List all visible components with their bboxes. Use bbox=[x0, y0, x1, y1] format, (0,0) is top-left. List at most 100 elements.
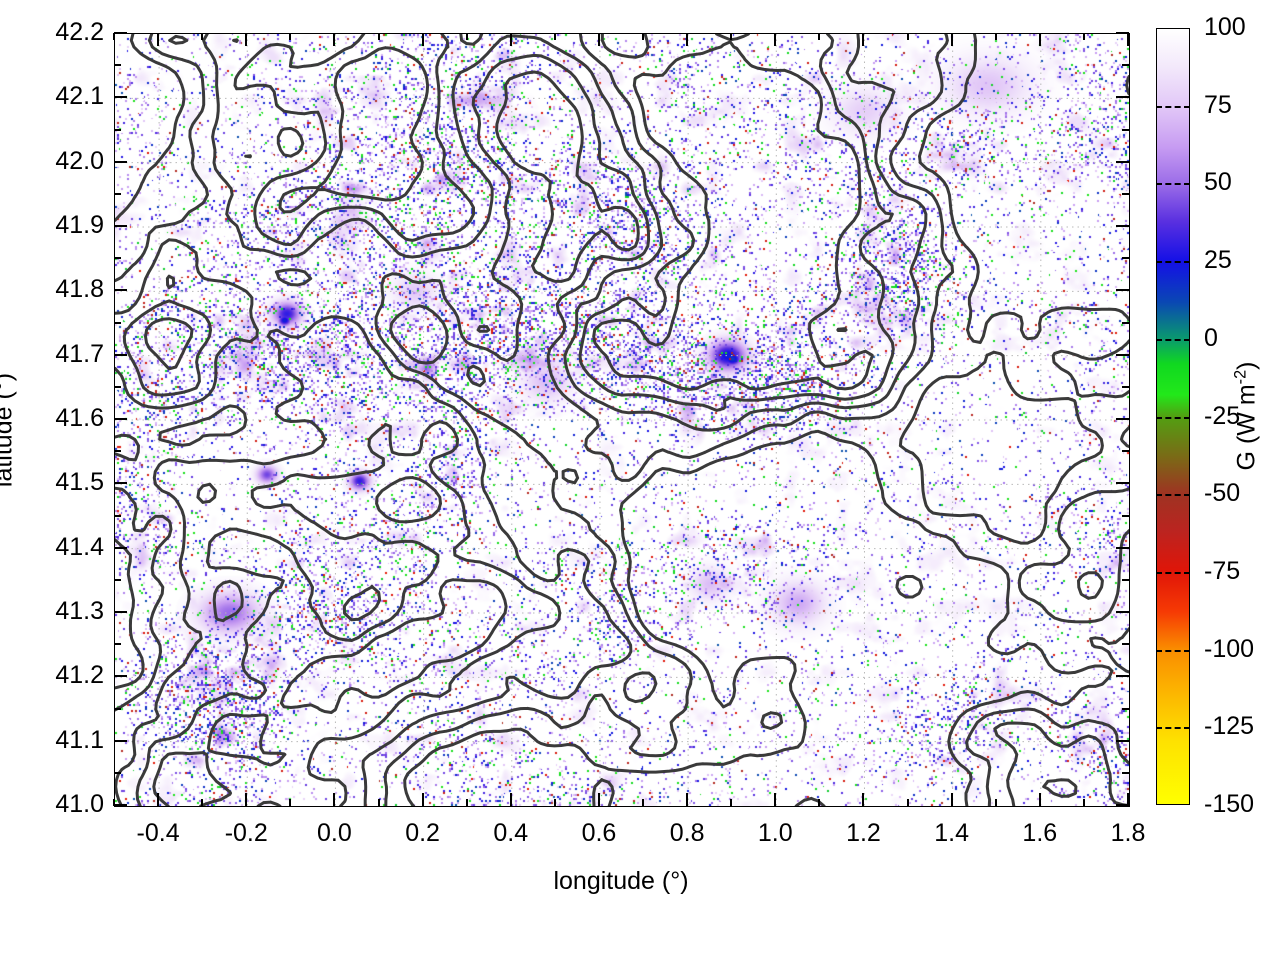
x-tick-label: -0.2 bbox=[224, 819, 268, 847]
colorbar-tick-label: 75 bbox=[1204, 90, 1232, 119]
x-tick-label: 1.2 bbox=[846, 819, 881, 847]
colorbar-tick-mark bbox=[1156, 416, 1190, 419]
y-tick-label: 41.5 bbox=[55, 468, 104, 497]
y-minor-tick bbox=[114, 771, 121, 774]
x-tick-mark bbox=[1038, 793, 1041, 806]
y-tick-mark-right bbox=[1116, 611, 1129, 613]
colorbar-tick-mark bbox=[1156, 727, 1190, 730]
y-minor-tick bbox=[114, 578, 121, 581]
x-minor-tick-top bbox=[730, 33, 733, 40]
x-tick-mark-top bbox=[597, 33, 600, 46]
y-tick-label: 41.1 bbox=[55, 725, 104, 754]
y-tick-mark-right bbox=[1116, 804, 1129, 806]
colorbar-tick-label: 25 bbox=[1204, 246, 1232, 275]
y-tick-label: 41.9 bbox=[55, 211, 104, 239]
y-minor-tick bbox=[114, 64, 121, 67]
y-tick-mark-right bbox=[1116, 675, 1129, 678]
y-minor-tick-right bbox=[1122, 514, 1129, 517]
y-tick-mark bbox=[114, 546, 127, 549]
x-tick-mark-top bbox=[1038, 33, 1041, 46]
y-tick-label: 41.2 bbox=[55, 661, 104, 690]
colorbar-title: G (W m-2) bbox=[1231, 326, 1261, 506]
x-minor-tick bbox=[818, 799, 821, 806]
y-minor-tick-right bbox=[1122, 192, 1129, 195]
x-minor-tick-top bbox=[201, 33, 204, 40]
colorbar-tick-label: -25 bbox=[1204, 401, 1241, 430]
colorbar-tick-mark bbox=[1156, 338, 1190, 341]
y-tick-mark bbox=[114, 160, 127, 163]
x-minor-tick-top bbox=[994, 33, 997, 40]
x-minor-tick bbox=[377, 799, 380, 806]
y-minor-tick bbox=[114, 128, 121, 131]
y-tick-mark-right bbox=[1116, 739, 1129, 742]
y-tick-mark-right bbox=[1116, 482, 1129, 485]
y-tick-label: 41.8 bbox=[55, 275, 104, 304]
y-minor-tick bbox=[114, 385, 121, 388]
y-axis-title: latitude (°) bbox=[0, 372, 18, 488]
x-minor-tick-top bbox=[113, 33, 115, 40]
colorbar-tick-label: -100 bbox=[1204, 634, 1255, 663]
colorbar-tick-label: 50 bbox=[1204, 168, 1232, 197]
x-minor-tick bbox=[553, 799, 556, 806]
x-minor-tick bbox=[113, 799, 115, 806]
y-minor-tick bbox=[114, 707, 121, 710]
x-minor-tick-top bbox=[818, 33, 821, 40]
x-minor-tick-top bbox=[465, 33, 468, 40]
y-tick-label: 42.1 bbox=[55, 82, 104, 111]
x-tick-mark bbox=[509, 793, 512, 806]
colorbar-title-close: ) bbox=[1232, 361, 1261, 370]
y-tick-mark bbox=[114, 675, 127, 678]
y-tick-mark-right bbox=[1116, 160, 1129, 163]
colorbar-tick-mark bbox=[1156, 261, 1190, 264]
x-tick-mark-top bbox=[421, 33, 424, 46]
y-tick-label: 41.3 bbox=[55, 597, 104, 625]
y-tick-mark-right bbox=[1116, 418, 1129, 420]
y-minor-tick bbox=[114, 192, 121, 195]
y-tick-mark bbox=[114, 289, 127, 292]
x-tick-mark-top bbox=[862, 33, 865, 46]
x-tick-mark bbox=[245, 793, 248, 806]
y-tick-mark bbox=[114, 804, 127, 806]
y-tick-mark bbox=[114, 739, 127, 742]
y-tick-mark bbox=[114, 353, 127, 356]
y-minor-tick-right bbox=[1122, 643, 1129, 646]
colorbar-tick-label: -75 bbox=[1204, 556, 1241, 585]
y-tick-label: 42.2 bbox=[55, 18, 104, 46]
x-tick-mark-top bbox=[245, 33, 248, 46]
y-tick-mark-right bbox=[1116, 546, 1129, 549]
x-tick-label: 1.4 bbox=[934, 819, 970, 847]
y-tick-mark-right bbox=[1116, 353, 1129, 356]
x-tick-mark-top bbox=[333, 33, 336, 46]
x-tick-mark bbox=[950, 793, 953, 806]
y-tick-label: 42.0 bbox=[55, 146, 104, 175]
y-tick-label: 41.6 bbox=[55, 404, 104, 432]
colorbar-tick-mark bbox=[1156, 494, 1190, 497]
x-minor-tick-top bbox=[1082, 33, 1085, 40]
x-tick-label: 1.0 bbox=[757, 819, 793, 847]
y-minor-tick-right bbox=[1122, 707, 1129, 710]
x-tick-mark-top bbox=[157, 33, 160, 46]
y-tick-label: 41.7 bbox=[55, 339, 104, 368]
y-tick-mark bbox=[114, 611, 127, 613]
y-minor-tick-right bbox=[1122, 128, 1129, 131]
y-tick-mark bbox=[114, 418, 127, 420]
x-minor-tick-top bbox=[553, 33, 556, 40]
y-tick-mark bbox=[114, 225, 127, 227]
x-minor-tick-top bbox=[906, 33, 909, 40]
x-tick-label: 0.8 bbox=[669, 819, 705, 847]
y-minor-tick-right bbox=[1122, 64, 1129, 67]
colorbar-tick-label: 0 bbox=[1204, 323, 1218, 352]
y-tick-mark-right bbox=[1116, 225, 1129, 227]
colorbar-tick-mark bbox=[1156, 571, 1190, 574]
y-minor-tick bbox=[114, 321, 121, 324]
y-minor-tick-right bbox=[1122, 321, 1129, 324]
x-tick-label: 1.6 bbox=[1022, 819, 1058, 847]
y-tick-mark bbox=[114, 32, 127, 34]
y-minor-tick-right bbox=[1122, 385, 1129, 388]
x-minor-tick-top bbox=[377, 33, 380, 40]
y-minor-tick bbox=[114, 450, 121, 453]
x-tick-mark bbox=[333, 793, 336, 806]
colorbar-tick-mark bbox=[1156, 105, 1190, 108]
colorbar-tick-mark bbox=[1156, 183, 1190, 186]
x-tick-label: -0.4 bbox=[136, 819, 180, 847]
